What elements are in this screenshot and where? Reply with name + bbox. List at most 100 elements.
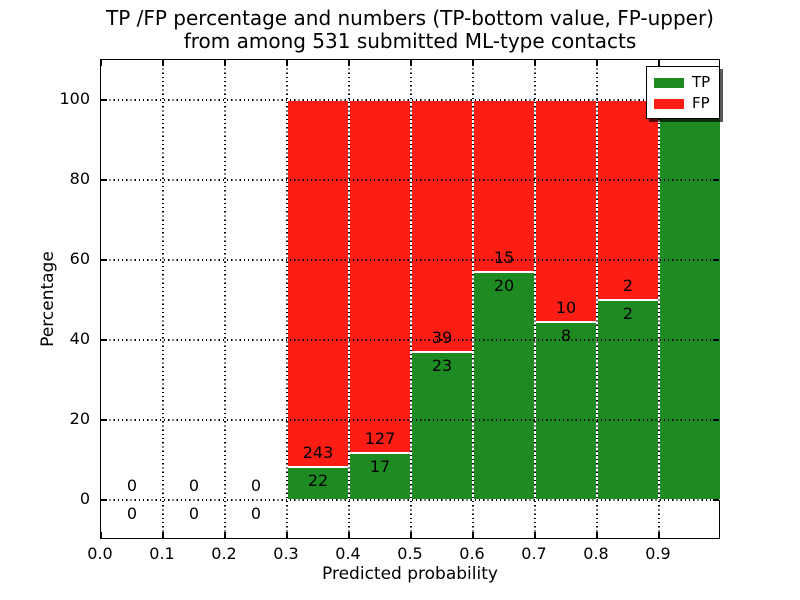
chart-title-line-1: TP /FP percentage and numbers (TP-bottom… (106, 6, 714, 30)
fp-count-label: 0 (250, 476, 262, 495)
x-tick-mark (224, 532, 226, 538)
x-tick-mark-top (162, 60, 164, 66)
y-tick-mark-right (713, 179, 719, 181)
bar-segment-tp (535, 322, 597, 500)
fp-count-label: 243 (302, 442, 334, 462)
legend-swatch-tp (654, 77, 684, 88)
legend-item: TP (647, 72, 719, 93)
y-tick-mark (101, 99, 107, 101)
plot-area: 0000002432212717392315201082203 (100, 59, 721, 539)
gridline-vertical (224, 60, 226, 538)
tp-count-label: 0 (188, 504, 200, 523)
x-tick-mark-top (658, 60, 660, 66)
x-tick-mark (162, 532, 164, 538)
legend-swatch-fp (654, 98, 684, 109)
y-tick-mark (101, 339, 107, 341)
gridline-horizontal (101, 99, 719, 101)
legend: TP FP (646, 66, 720, 119)
x-tick-label: 0.0 (87, 544, 113, 563)
x-tick-label: 0.9 (645, 544, 671, 563)
fp-count-label: 0 (126, 476, 138, 495)
fp-count-label: 0 (188, 476, 200, 495)
tp-count-label: 8 (560, 326, 572, 346)
y-tick-mark-right (713, 339, 719, 341)
tp-count-label: 0 (250, 504, 262, 523)
x-tick-mark (596, 532, 598, 538)
x-tick-mark-top (596, 60, 598, 66)
bar-segment-tp (659, 100, 721, 500)
bar-segment-fp (597, 100, 659, 300)
gridline-vertical (162, 60, 164, 538)
x-tick-mark (286, 532, 288, 538)
x-tick-mark (534, 532, 536, 538)
x-tick-mark-top (348, 60, 350, 66)
bar-segment-tp (349, 452, 411, 500)
y-tick-mark-right (713, 259, 719, 261)
legend-label: TP (692, 73, 711, 91)
x-tick-mark-top (410, 60, 412, 66)
bar-segment-fp (535, 100, 597, 323)
legend-item: FP (647, 93, 719, 114)
x-tick-label: 0.4 (335, 544, 361, 563)
x-tick-label: 0.7 (521, 544, 547, 563)
x-tick-mark-top (472, 60, 474, 66)
x-tick-mark-top (224, 60, 226, 66)
x-axis-label: Predicted probability (322, 564, 498, 584)
gridline-vertical (286, 60, 288, 538)
x-tick-mark-top (100, 60, 102, 66)
y-tick-mark (101, 259, 107, 261)
fp-count-label: 127 (364, 428, 396, 448)
gridline-horizontal (101, 499, 719, 501)
x-tick-label: 0.2 (211, 544, 237, 563)
bar-segment-fp (287, 100, 349, 467)
bar-segment-tp (473, 271, 535, 500)
tp-count-label: 23 (431, 355, 453, 375)
x-tick-mark-top (534, 60, 536, 66)
gridline-horizontal (101, 259, 719, 261)
fp-count-label: 2 (622, 276, 634, 295)
x-tick-mark (658, 532, 660, 538)
y-tick-mark (101, 419, 107, 421)
y-tick-label: 100 (59, 89, 90, 108)
gridline-horizontal (101, 339, 719, 341)
y-tick-label: 20 (69, 409, 90, 428)
fp-count-label: 15 (493, 247, 515, 267)
bar-segment-tp (287, 466, 349, 500)
fp-count-label: 39 (431, 327, 453, 347)
chart-title-line-2: from among 531 submitted ML-type contact… (183, 29, 637, 53)
y-tick-label: 0 (79, 489, 90, 508)
bar-segment-fp (349, 100, 411, 453)
tp-count-label: 22 (307, 470, 329, 490)
y-tick-mark-right (713, 499, 719, 501)
y-tick-mark-right (713, 419, 719, 421)
fp-count-label: 10 (555, 298, 577, 318)
x-tick-mark (100, 532, 102, 538)
gridline-horizontal (101, 419, 719, 421)
bar-segment-fp (473, 100, 535, 272)
gridline-vertical (658, 60, 660, 538)
y-tick-label: 60 (69, 249, 90, 268)
gridline-vertical (348, 60, 350, 538)
x-tick-mark (410, 532, 412, 538)
x-tick-label: 0.1 (149, 544, 175, 563)
x-tick-label: 0.8 (583, 544, 609, 563)
y-tick-mark (101, 499, 107, 501)
tp-count-label: 17 (369, 456, 391, 476)
y-tick-label: 40 (69, 329, 90, 348)
gridline-vertical (596, 60, 598, 538)
x-tick-label: 0.6 (459, 544, 485, 563)
x-tick-label: 0.3 (273, 544, 299, 563)
tp-count-label: 20 (493, 275, 515, 295)
tp-count-label: 0 (126, 504, 138, 523)
legend-label: FP (692, 94, 710, 112)
y-axis-label: Percentage (38, 251, 58, 347)
gridline-vertical (534, 60, 536, 538)
y-tick-label: 80 (69, 169, 90, 188)
x-tick-mark-top (286, 60, 288, 66)
gridline-horizontal (101, 179, 719, 181)
gridline-vertical (472, 60, 474, 538)
tp-count-label: 2 (622, 304, 634, 323)
gridline-vertical (410, 60, 412, 538)
x-tick-label: 0.5 (397, 544, 423, 563)
